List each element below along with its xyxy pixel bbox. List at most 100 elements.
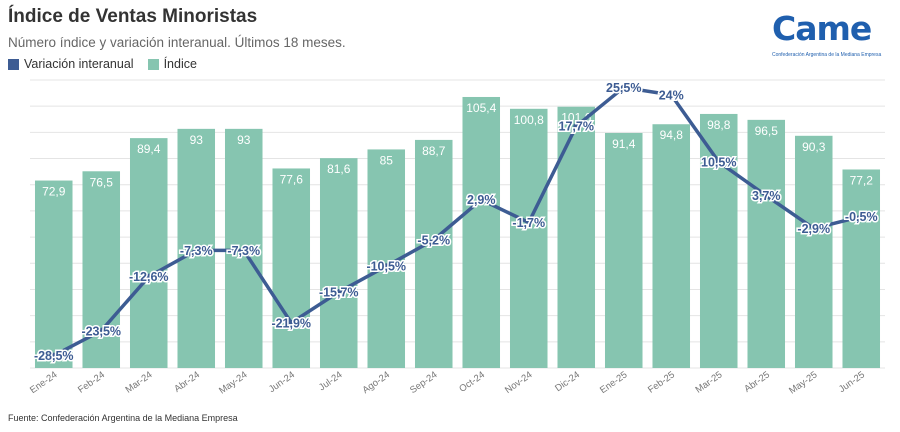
gridlines xyxy=(30,79,885,369)
legend-item-variacion: Variación interanual xyxy=(8,57,134,71)
bar-label: 98,8 xyxy=(707,118,731,132)
x-tick-label: Nov-24 xyxy=(503,369,534,396)
bars xyxy=(34,96,881,369)
variation-label: -28,5% xyxy=(34,349,74,363)
bar-label: 105,4 xyxy=(466,101,496,115)
variation-point xyxy=(715,158,722,165)
x-tick-label: Mar-24 xyxy=(124,369,155,395)
legend-label-indice: Índice xyxy=(163,57,197,71)
x-tick-label: Mar-25 xyxy=(694,369,725,395)
variation-point xyxy=(478,196,485,203)
x-tick-label: Dic-24 xyxy=(553,369,582,394)
variation-label: 3,7% xyxy=(752,189,781,203)
legend-swatch-variacion xyxy=(8,58,19,70)
bar xyxy=(414,139,453,368)
x-tick-label: Oct-24 xyxy=(457,369,487,394)
legend-swatch-indice xyxy=(147,58,159,70)
variation-label: 2,9% xyxy=(467,193,496,207)
bar-label: 77,6 xyxy=(280,172,304,186)
legend: Variación interanual Índice xyxy=(8,57,211,71)
bar xyxy=(699,113,738,368)
bar-label: 100,8 xyxy=(514,113,544,127)
variation-point xyxy=(145,273,152,280)
variation-point xyxy=(858,213,865,220)
variation-point xyxy=(525,219,532,226)
variation-point xyxy=(98,327,105,334)
variation-label: -10,5% xyxy=(366,260,406,274)
variation-point xyxy=(620,84,627,91)
variation-point xyxy=(50,352,57,359)
x-tick-label: Feb-25 xyxy=(646,369,677,395)
bar xyxy=(747,119,786,368)
came-logo-subtitle: Confederación Argentina de la Mediana Em… xyxy=(772,52,882,58)
bar xyxy=(272,168,311,368)
bar xyxy=(794,135,833,368)
chart-subtitle: Número índice y variación interanual. Úl… xyxy=(8,35,346,50)
x-tick-label: Ene-24 xyxy=(28,369,59,396)
bar-label: 89,4 xyxy=(137,142,161,156)
bar-label: 77,2 xyxy=(850,173,874,187)
variation-label: 10,5% xyxy=(701,155,736,169)
variation-label: -0,5% xyxy=(845,210,878,224)
bar xyxy=(82,171,121,368)
bar-label: 76,5 xyxy=(90,175,114,189)
variation-point xyxy=(763,192,770,199)
variation-label: -5,2% xyxy=(417,233,450,247)
x-tick-label: Abr-25 xyxy=(742,369,772,394)
x-tick-label: May-25 xyxy=(787,369,819,396)
bar-labels: 72,9 76,5 89,4 93 93 77,6 81,6 85 88,7 105,4 100,8… xyxy=(42,101,873,199)
bar xyxy=(462,96,501,368)
variation-label: 24% xyxy=(659,88,684,102)
variation-point xyxy=(240,247,247,254)
bar-label: 94,8 xyxy=(660,128,684,142)
variation-label: -1,7% xyxy=(512,216,545,230)
variation-label: -12,6% xyxy=(129,270,169,284)
variation-point xyxy=(668,91,675,98)
bar xyxy=(652,124,691,368)
x-axis-ticks: Ene-24 Feb-24 Mar-24 Abr-24 May-24 Jun-24 Jul-… xyxy=(28,369,867,396)
variation-point xyxy=(573,123,580,130)
variation-point xyxy=(288,319,295,326)
chart-title: Índice de Ventas Minoristas xyxy=(8,6,258,27)
x-tick-label: Jun-25 xyxy=(837,369,867,395)
bar-label: 88,7 xyxy=(422,144,446,158)
legend-label-variacion: Variación interanual xyxy=(24,57,134,71)
x-tick-label: Abr-24 xyxy=(172,369,202,394)
variation-point xyxy=(810,225,817,232)
variation-label: -15,7% xyxy=(319,286,359,300)
bar xyxy=(604,132,643,368)
variation-label: 25,5% xyxy=(606,81,641,95)
x-tick-label: Jun-24 xyxy=(267,369,297,395)
bar-label: 93 xyxy=(237,133,251,147)
source-note: Fuente: Confederación Argentina de la Me… xyxy=(8,413,238,423)
variation-label: -21,9% xyxy=(271,316,311,330)
variation-point xyxy=(430,236,437,243)
variation-line xyxy=(50,84,865,359)
variation-label: -2,9% xyxy=(797,222,830,236)
x-tick-label: Ago-24 xyxy=(361,369,392,396)
x-tick-label: Jul-24 xyxy=(317,369,345,393)
x-tick-label: Sep-24 xyxy=(408,369,439,396)
came-logo-word: Came xyxy=(772,9,872,48)
bar-label: 91,4 xyxy=(612,137,636,151)
variation-line-path xyxy=(52,85,863,358)
bar-label: 93 xyxy=(190,133,204,147)
variation-point xyxy=(335,289,342,296)
bar xyxy=(557,106,596,368)
legend-item-indice: Índice xyxy=(147,57,197,71)
bar xyxy=(509,108,548,369)
bar xyxy=(34,180,73,368)
bar-label: 90,3 xyxy=(802,140,826,154)
bar-label: 81,6 xyxy=(327,162,351,176)
bar-label: 72,9 xyxy=(42,185,66,199)
variation-point xyxy=(193,247,200,254)
variation-point xyxy=(383,263,390,270)
x-tick-label: May-24 xyxy=(217,369,249,396)
variation-labels: -28,5% -23,5% -12,6% -7,3% -7,3% -21,9% -15,7%… xyxy=(32,79,879,364)
bar-label: 96,5 xyxy=(755,124,779,138)
x-tick-label: Ene-25 xyxy=(598,369,629,396)
came-logo: Came Confederación Argentina de la Media… xyxy=(772,12,890,64)
bar xyxy=(319,158,358,368)
variation-label: -7,3% xyxy=(227,244,260,258)
